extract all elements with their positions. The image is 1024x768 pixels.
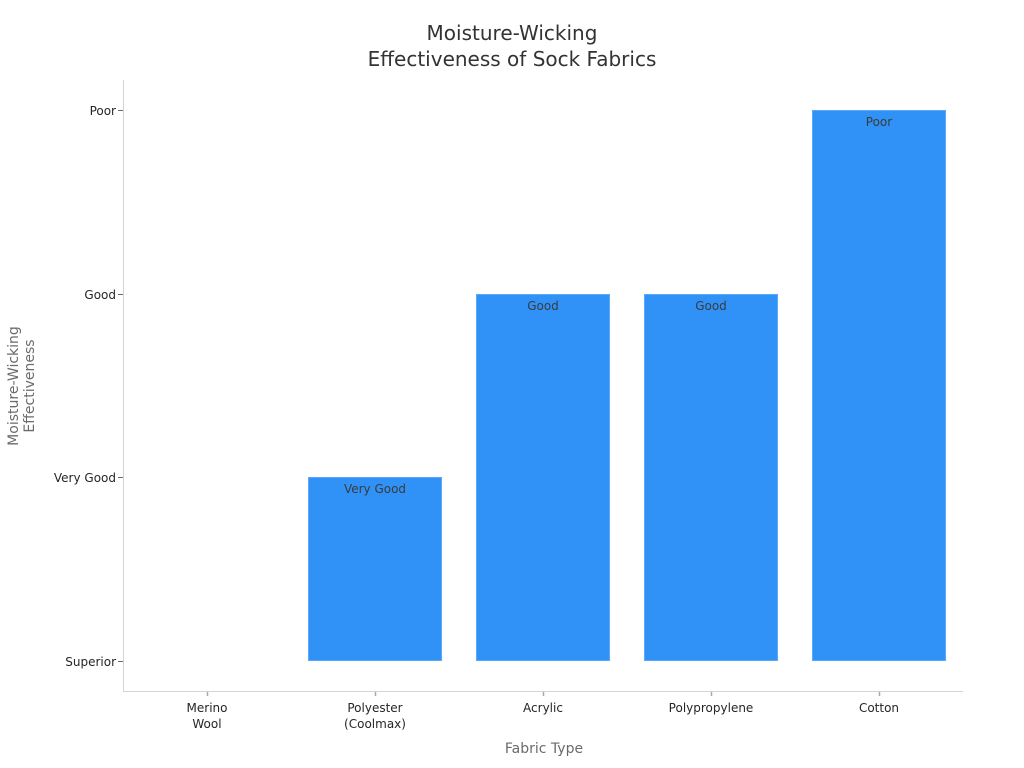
bar-value-label: Very Good [343, 482, 407, 497]
bar: Poor [812, 110, 946, 661]
bar: Good [644, 293, 778, 661]
chart-title: Moisture-Wicking Effectiveness of Sock F… [0, 20, 1024, 72]
bar: Very Good [308, 477, 442, 661]
bar-value-label: Good [527, 298, 559, 313]
y-tick-label: Very Good [53, 470, 116, 485]
chart-title-line-1: Moisture-Wicking [426, 21, 598, 45]
x-tick-label-line: Cotton [858, 701, 900, 715]
x-tick-label: Acrylic [523, 700, 563, 716]
x-tick-label-line: (Coolmax) [344, 717, 406, 731]
chart-title-line-2: Effectiveness of Sock Fabrics [367, 47, 657, 71]
x-axis-label: Fabric Type [504, 741, 584, 757]
x-tick-label-line: Merino [186, 701, 228, 715]
x-tick-label-line: Polyester [347, 701, 403, 715]
y-tick-label: Poor [89, 103, 116, 118]
x-tick-label-line: Wool [192, 717, 222, 731]
y-tick-label: Superior [65, 654, 116, 669]
x-tick-label: Polypropylene [669, 700, 754, 716]
x-tick-label: Polyester (Coolmax) [344, 700, 406, 732]
x-tick-label-line: Acrylic [523, 701, 563, 715]
x-tick-label: Cotton [859, 700, 899, 716]
x-tick-label: Merino Wool [187, 700, 228, 732]
bar-value-label: Poor [865, 115, 893, 129]
x-tick-label-line: Polypropylene [668, 701, 754, 715]
bar: Good [476, 293, 610, 661]
bar-value-label: Good [695, 298, 727, 313]
y-tick-label: Good [84, 287, 116, 302]
